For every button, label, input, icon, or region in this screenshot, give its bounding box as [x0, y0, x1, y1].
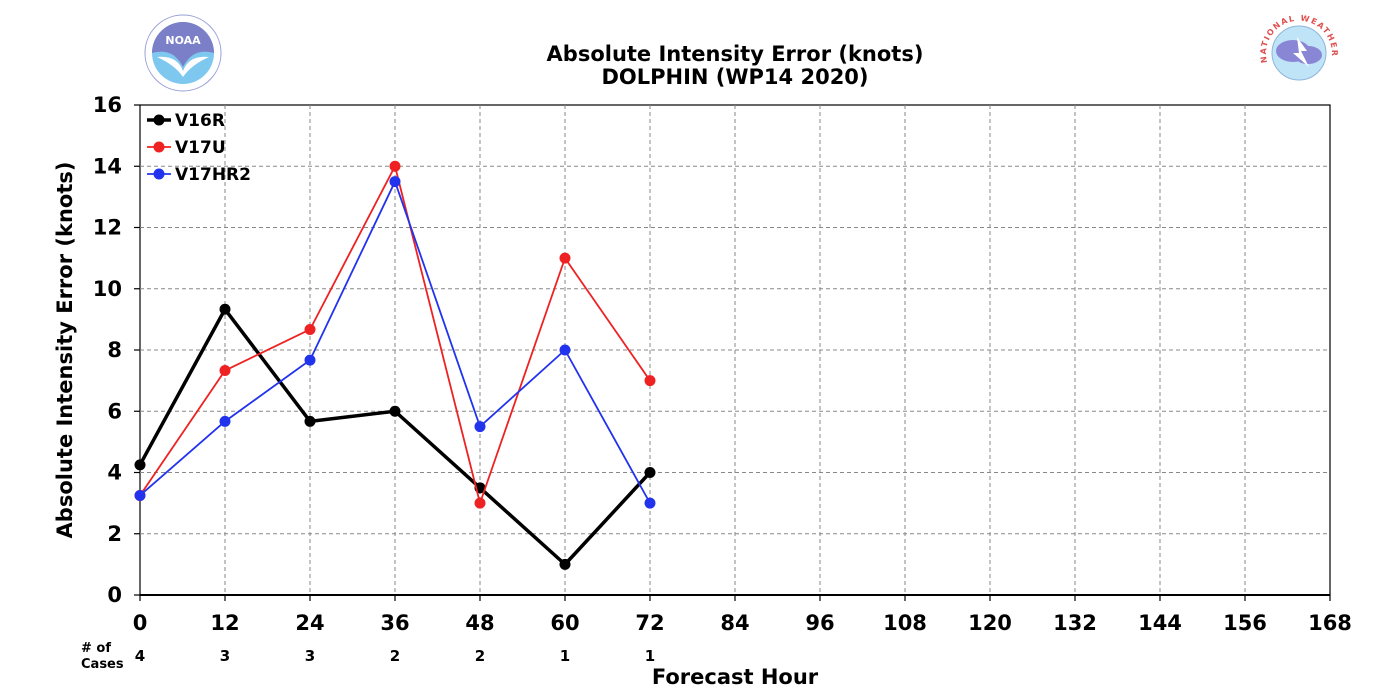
series-v17hr2 — [134, 176, 656, 509]
cases-label-line2: Cases — [81, 657, 124, 672]
data-point-v17hr2 — [304, 354, 316, 366]
data-point-v17hr2 — [644, 497, 656, 509]
y-tick-label: 8 — [107, 338, 122, 362]
data-point-v16r — [389, 405, 401, 417]
case-count: 1 — [645, 647, 655, 665]
chart-subtitle: DOLPHIN (WP14 2020) — [601, 65, 868, 89]
data-point-v16r — [134, 459, 146, 471]
legend-item-v17u: V17U — [147, 138, 226, 158]
axes: 0 12 24 36 48 60 72 84 96 108 120 132 144 156 16802468… — [93, 93, 1352, 635]
legend-marker — [153, 114, 165, 126]
data-point-v17hr2 — [474, 421, 486, 433]
data-point-v17u — [474, 497, 486, 509]
x-tick-label: 12 — [210, 611, 239, 635]
y-tick-label: 16 — [93, 93, 122, 117]
y-tick-label: 10 — [93, 277, 122, 301]
x-tick-label: 84 — [720, 611, 749, 635]
chart-title: Absolute Intensity Error (knots) — [547, 42, 924, 66]
x-axis-label: Forecast Hour — [652, 665, 819, 689]
x-tick-label: 60 — [550, 611, 579, 635]
y-tick-label: 2 — [107, 522, 122, 546]
x-tick-label: 108 — [883, 611, 927, 635]
x-tick-label: 120 — [968, 611, 1012, 635]
data-point-v16r — [219, 303, 231, 315]
case-count: 3 — [305, 647, 315, 665]
legend-marker — [153, 141, 165, 153]
noaa-logo: NOAA — [144, 14, 222, 92]
legend-label: V16R — [175, 111, 225, 131]
legend-marker — [153, 168, 165, 180]
y-tick-label: 12 — [93, 216, 122, 240]
legend-item-v17hr2: V17HR2 — [147, 165, 251, 185]
cases-row: 4 3 3 2 2 1 1 — [135, 647, 655, 665]
data-point-v17hr2 — [559, 344, 571, 356]
data-point-v16r — [644, 467, 656, 478]
x-tick-label: 36 — [380, 611, 409, 635]
data-point-v17u — [559, 252, 571, 264]
noaa-logo-text: NOAA — [165, 34, 201, 47]
data-point-v17u — [219, 365, 231, 377]
x-tick-label: 72 — [635, 611, 664, 635]
legend-label: V17U — [175, 138, 226, 158]
series-line-v17hr2 — [139, 180, 651, 504]
x-tick-label: 132 — [1053, 611, 1097, 635]
case-count: 1 — [560, 647, 570, 665]
data-point-v16r — [559, 558, 571, 570]
data-point-v17u — [644, 375, 656, 387]
data-point-v17hr2 — [389, 176, 401, 188]
y-tick-label: 4 — [107, 461, 122, 485]
cases-label-line1: # of — [81, 641, 111, 656]
x-tick-label: 48 — [465, 611, 494, 635]
legend-label: V17HR2 — [175, 165, 251, 185]
y-axis-label: Absolute Intensity Error (knots) — [53, 162, 77, 539]
x-tick-label: 144 — [1138, 611, 1182, 635]
data-point-v17hr2 — [219, 415, 231, 427]
case-count: 3 — [220, 647, 230, 665]
series-line-v17u — [139, 165, 651, 505]
x-tick-label: 156 — [1223, 611, 1267, 635]
case-count: 4 — [135, 647, 145, 665]
data-point-v17hr2 — [134, 489, 146, 501]
data-series — [134, 160, 656, 570]
x-tick-label: 96 — [805, 611, 834, 635]
legend-item-v16r: V16R — [147, 111, 225, 131]
y-tick-label: 14 — [93, 154, 122, 178]
case-count: 2 — [390, 647, 400, 665]
legend: V16R V17U V17HR2 — [147, 111, 251, 185]
grid-lines — [140, 105, 1330, 595]
data-point-v17u — [304, 323, 316, 335]
case-count: 2 — [475, 647, 485, 665]
x-tick-label: 0 — [133, 611, 148, 635]
nws-logo: NATIONAL WEATHER SERVICE — [1259, 13, 1338, 91]
x-tick-label: 168 — [1308, 611, 1352, 635]
data-point-v17u — [389, 160, 401, 172]
y-tick-label: 6 — [107, 399, 122, 423]
y-tick-label: 0 — [107, 583, 122, 607]
data-point-v16r — [304, 415, 316, 427]
x-tick-label: 24 — [295, 611, 324, 635]
